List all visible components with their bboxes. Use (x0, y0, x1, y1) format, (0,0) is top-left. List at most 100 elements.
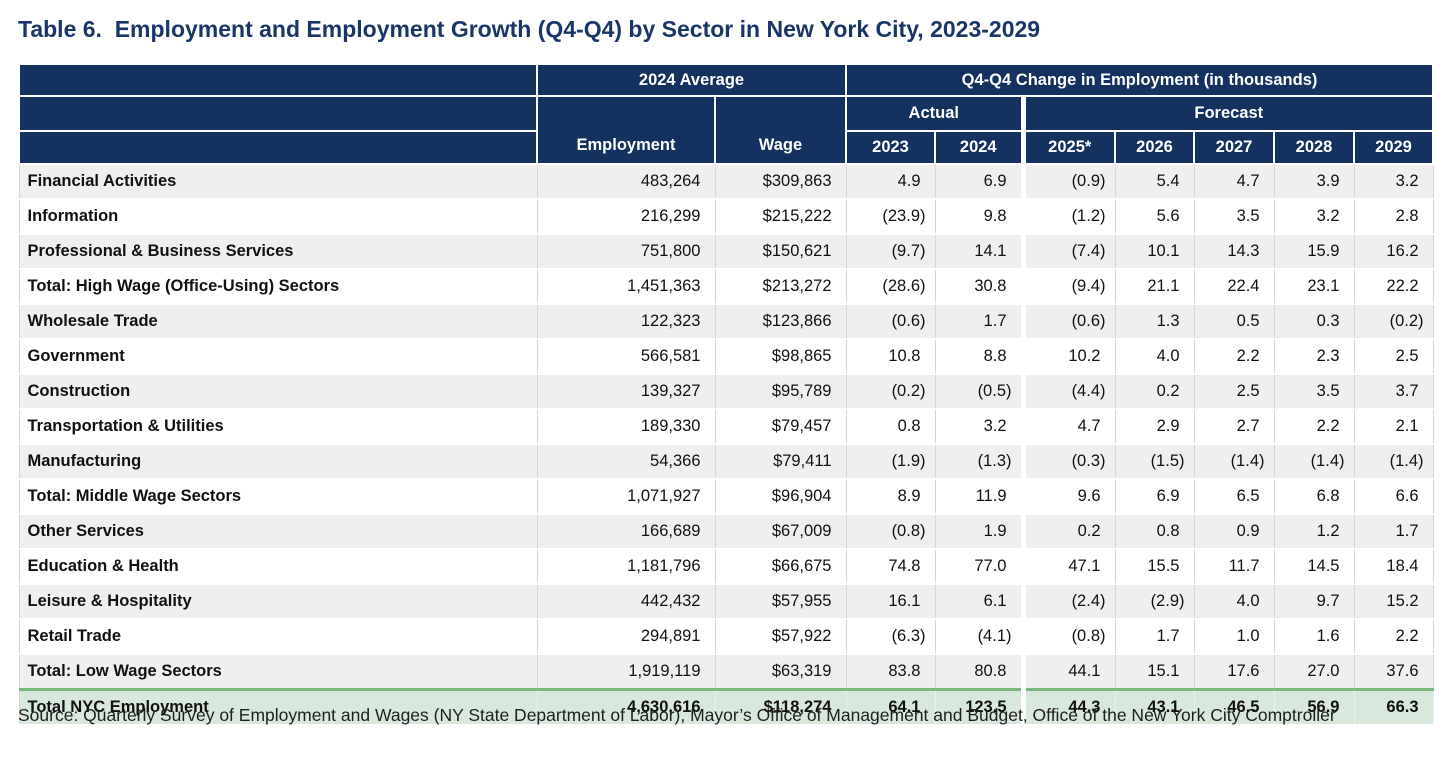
table-row: Government 566,581 $98,865 10.8 8.8 10.2… (18, 339, 1434, 375)
table-title: Table 6. Employment and Employment Growt… (18, 16, 1041, 42)
change-cell: 5.6 (1115, 199, 1195, 235)
change-cell: 6.9 (1115, 479, 1195, 515)
sector-cell: Construction (18, 374, 538, 410)
change-cell: 11.9 (935, 479, 1024, 515)
table-row: Total NYC Employment 4,630,616 $118,274 … (18, 688, 1434, 726)
wage-cell: $79,411 (715, 444, 847, 480)
change-cell: (1.3) (935, 444, 1024, 480)
change-cell: (7.4) (1020, 234, 1116, 270)
change-cell: 30.8 (935, 269, 1024, 305)
employment-cell: 1,071,927 (537, 479, 716, 515)
table-row: Retail Trade 294,891 $57,922 (6.3) (4.1)… (18, 619, 1434, 655)
change-cell: (0.6) (846, 304, 936, 340)
change-cell: 3.7 (1354, 374, 1434, 410)
change-cell: 15.1 (1115, 654, 1195, 691)
change-cell: (1.9) (846, 444, 936, 480)
employment-cell: 139,327 (537, 374, 716, 410)
change-cell: 11.7 (1194, 549, 1275, 585)
wage-cell: $66,675 (715, 549, 847, 585)
change-cell: 4.0 (1115, 339, 1195, 375)
change-cell: 4.7 (1020, 409, 1116, 445)
change-cell: 2.2 (1274, 409, 1355, 445)
change-cell: 6.9 (935, 164, 1024, 200)
header-actual: Actual (845, 95, 1024, 132)
change-cell: (6.3) (846, 619, 936, 655)
employment-cell: 483,264 (537, 164, 716, 200)
wage-cell: $98,865 (715, 339, 847, 375)
header-q4-change: Q4-Q4 Change in Employment (in thousands… (844, 63, 1435, 97)
change-cell: 37.6 (1354, 654, 1434, 691)
change-cell: 3.2 (1354, 164, 1434, 200)
change-cell: 44.3 (1020, 688, 1116, 726)
wage-cell: $57,922 (715, 619, 847, 655)
header-corner-1 (18, 63, 538, 97)
change-cell: 22.2 (1354, 269, 1434, 305)
sector-cell: Professional & Business Services (18, 234, 538, 270)
sector-cell: Total: Middle Wage Sectors (18, 479, 538, 515)
change-cell: 10.1 (1115, 234, 1195, 270)
change-cell: 66.3 (1354, 688, 1434, 726)
change-cell: 6.8 (1274, 479, 1355, 515)
wage-cell: $213,272 (715, 269, 847, 305)
table-header: 2024 Average Q4-Q4 Change in Employment … (18, 63, 1435, 165)
change-cell: (4.1) (935, 619, 1024, 655)
change-cell: (9.4) (1020, 269, 1116, 305)
change-cell: 2.7 (1194, 409, 1275, 445)
change-cell: 1.2 (1274, 514, 1355, 550)
table-row: Professional & Business Services 751,800… (18, 234, 1434, 270)
change-cell: 21.1 (1115, 269, 1195, 305)
change-cell: 44.1 (1020, 654, 1116, 691)
change-cell: 23.1 (1274, 269, 1355, 305)
change-cell: 80.8 (935, 654, 1024, 691)
change-cell: (0.5) (935, 374, 1024, 410)
change-cell: (0.9) (1020, 164, 1116, 200)
employment-cell: 751,800 (537, 234, 716, 270)
change-cell: 77.0 (935, 549, 1024, 585)
sector-cell: Retail Trade (18, 619, 538, 655)
header-wage: Wage (714, 95, 847, 165)
sector-cell: Other Services (18, 514, 538, 550)
change-cell: (4.4) (1020, 374, 1116, 410)
change-cell: 1.7 (1354, 514, 1434, 550)
change-cell: 15.2 (1354, 584, 1434, 620)
wage-cell: $79,457 (715, 409, 847, 445)
sector-cell: Total NYC Employment (18, 688, 538, 726)
change-cell: 9.6 (1020, 479, 1116, 515)
change-cell: (2.4) (1020, 584, 1116, 620)
wage-cell: $95,789 (715, 374, 847, 410)
change-cell: 18.4 (1354, 549, 1434, 585)
header-year-2024: 2024 (934, 130, 1024, 165)
header-year-2025: 2025* (1020, 130, 1116, 165)
change-cell: 2.8 (1354, 199, 1434, 235)
header-row-groups: 2024 Average Q4-Q4 Change in Employment … (18, 63, 1435, 97)
wage-cell: $67,009 (715, 514, 847, 550)
change-cell: 14.3 (1194, 234, 1275, 270)
sector-cell: Manufacturing (18, 444, 538, 480)
table-row: Manufacturing 54,366 $79,411 (1.9) (1.3)… (18, 444, 1434, 480)
change-cell: (0.2) (846, 374, 936, 410)
change-cell: (2.9) (1115, 584, 1195, 620)
change-cell: 2.5 (1194, 374, 1275, 410)
table-row: Financial Activities 483,264 $309,863 4.… (18, 164, 1434, 200)
change-cell: 8.9 (846, 479, 936, 515)
employment-cell: 566,581 (537, 339, 716, 375)
change-cell: 9.7 (1274, 584, 1355, 620)
change-cell: 123.5 (935, 688, 1024, 726)
table-row: Education & Health 1,181,796 $66,675 74.… (18, 549, 1434, 585)
change-cell: 0.8 (846, 409, 936, 445)
table-row: Total: High Wage (Office-Using) Sectors … (18, 269, 1434, 305)
sector-cell: Total: Low Wage Sectors (18, 654, 538, 691)
change-cell: 3.5 (1194, 199, 1275, 235)
wage-cell: $215,222 (715, 199, 847, 235)
change-cell: (0.8) (846, 514, 936, 550)
change-cell: 8.8 (935, 339, 1024, 375)
change-cell: 0.2 (1020, 514, 1116, 550)
change-cell: 1.0 (1194, 619, 1275, 655)
employment-cell: 1,181,796 (537, 549, 716, 585)
table-row: Wholesale Trade 122,323 $123,866 (0.6) 1… (18, 304, 1434, 340)
change-cell: 2.5 (1354, 339, 1434, 375)
change-cell: 2.2 (1194, 339, 1275, 375)
change-cell: (1.5) (1115, 444, 1195, 480)
change-cell: (1.4) (1194, 444, 1275, 480)
